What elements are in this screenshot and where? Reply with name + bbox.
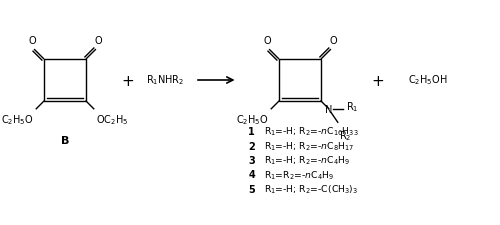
- Text: B: B: [61, 135, 69, 145]
- Text: C$_2$H$_5$OH: C$_2$H$_5$OH: [408, 73, 448, 87]
- Text: N: N: [325, 104, 332, 114]
- Text: O: O: [28, 36, 36, 45]
- Text: R$_1$=-H; R$_2$=-$n$C$_{16}$H$_{33}$: R$_1$=-H; R$_2$=-$n$C$_{16}$H$_{33}$: [264, 125, 358, 138]
- Text: O: O: [264, 36, 271, 45]
- Text: +: +: [121, 73, 134, 88]
- Text: R$_1$=-H; R$_2$=-$n$C$_8$H$_{17}$: R$_1$=-H; R$_2$=-$n$C$_8$H$_{17}$: [264, 140, 354, 152]
- Text: R$_2$: R$_2$: [340, 128, 351, 142]
- Text: O: O: [329, 36, 336, 45]
- Text: 1: 1: [248, 126, 255, 136]
- Text: 4: 4: [248, 170, 255, 180]
- Text: R$_1$NHR$_2$: R$_1$NHR$_2$: [146, 73, 184, 87]
- Text: +: +: [371, 73, 384, 88]
- Text: R$_1$=-H; R$_2$=-C(CH$_3$)$_3$: R$_1$=-H; R$_2$=-C(CH$_3$)$_3$: [264, 183, 358, 195]
- Text: R$_1$=-H; R$_2$=-$n$C$_4$H$_9$: R$_1$=-H; R$_2$=-$n$C$_4$H$_9$: [264, 154, 350, 166]
- Text: C$_2$H$_5$O: C$_2$H$_5$O: [236, 112, 269, 126]
- Text: 3: 3: [248, 155, 255, 165]
- Text: OC$_2$H$_5$: OC$_2$H$_5$: [96, 112, 128, 126]
- Text: 5: 5: [248, 184, 255, 194]
- Text: O: O: [94, 36, 102, 45]
- Text: R$_1$: R$_1$: [346, 100, 358, 114]
- Text: 2: 2: [248, 141, 255, 151]
- Text: R$_1$=R$_2$=-$n$C$_4$H$_9$: R$_1$=R$_2$=-$n$C$_4$H$_9$: [264, 169, 334, 181]
- Text: C$_2$H$_5$O: C$_2$H$_5$O: [2, 112, 34, 126]
